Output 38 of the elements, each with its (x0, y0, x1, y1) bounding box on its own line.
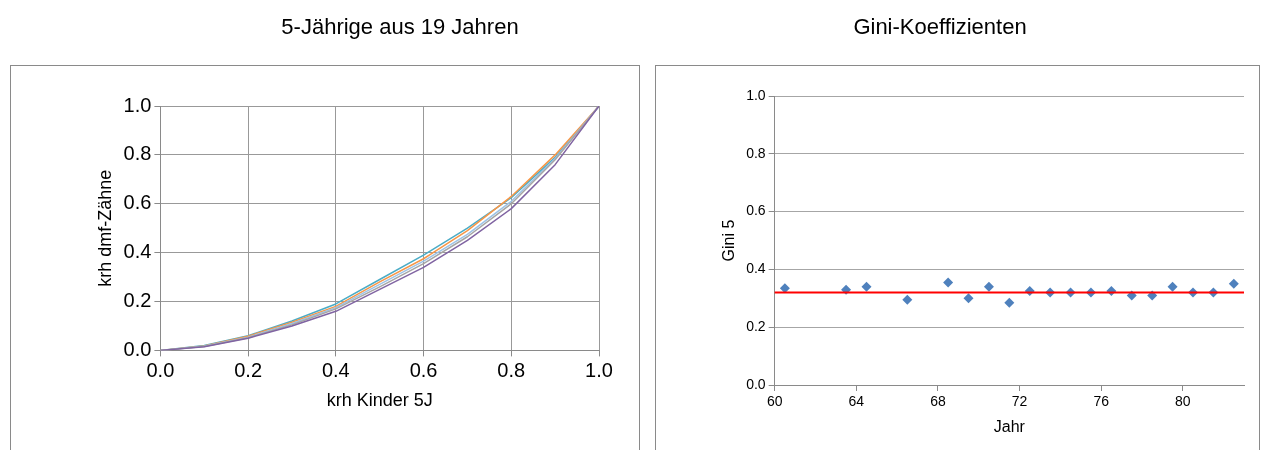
x-tick-label: 60 (766, 393, 783, 410)
y-tick-label: 0.4 (746, 260, 766, 277)
x-tick-label: 68 (930, 393, 946, 410)
x-tick-label: 0.0 (146, 358, 175, 381)
y-tick-label: 0.6 (746, 202, 766, 219)
y-tick-label: 0.2 (746, 318, 766, 335)
x-tick-label: 0.8 (497, 358, 526, 381)
y-axis-title: Gini 5 (720, 219, 738, 262)
point (1228, 278, 1239, 289)
x-tick-label: 0.4 (321, 358, 350, 381)
point (963, 293, 974, 304)
y-tick-label: 1.0 (123, 93, 152, 116)
x-tick-label: 1.0 (585, 358, 613, 381)
point (983, 281, 994, 292)
x-axis-title: Jahr (993, 417, 1026, 435)
chart-title: Gini-Koeffizienten (853, 14, 1027, 40)
x-tick-label: 76 (1093, 393, 1110, 410)
x-tick-label: 64 (848, 393, 865, 410)
x-tick-label: 0.6 (409, 358, 438, 381)
y-tick-label: 0.6 (123, 191, 152, 214)
point (902, 294, 913, 305)
point (943, 277, 954, 288)
y-tick-label: 0.8 (123, 142, 152, 165)
y-axis-title: krh dmf-Zähne (94, 169, 115, 287)
point (861, 281, 872, 292)
y-tick-label: 0.2 (123, 289, 152, 312)
point (1004, 297, 1015, 308)
x-tick-label: 0.2 (234, 358, 263, 381)
y-tick-label: 0.0 (123, 337, 152, 360)
x-axis-title: krh Kinder 5J (326, 390, 433, 411)
y-tick-label: 0.0 (746, 375, 766, 392)
chart-title: 5-Jährige aus 19 Jahren (281, 14, 519, 40)
y-tick-label: 0.8 (746, 144, 766, 161)
point (1167, 281, 1178, 292)
x-tick-label: 72 (1011, 393, 1028, 410)
y-tick-label: 0.4 (123, 240, 152, 263)
y-tick-label: 1.0 (746, 86, 766, 103)
x-tick-label: 80 (1174, 393, 1191, 410)
